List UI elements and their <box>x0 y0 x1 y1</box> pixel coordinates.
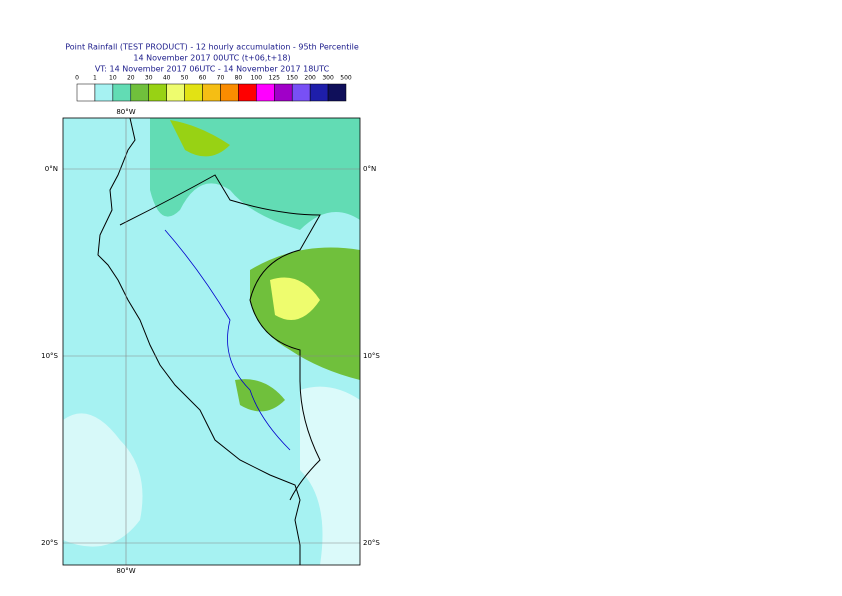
dry-area <box>300 386 360 565</box>
legend-swatch <box>202 83 221 102</box>
map <box>63 118 360 565</box>
title: Point Rainfall (TEST PRODUCT) - 12 hourl… <box>65 43 359 52</box>
legend-tick: 300 <box>322 75 334 82</box>
legend-swatch <box>274 83 293 102</box>
lat-label: 10°S <box>41 352 58 360</box>
lon-label: 80°W <box>116 108 135 116</box>
rain-area <box>270 277 320 320</box>
lat-label: 0°N <box>363 165 376 173</box>
lat-label: 20°S <box>363 539 380 547</box>
legend-tick: 10 <box>109 75 117 82</box>
lat-label: 0°N <box>45 165 58 173</box>
legend-tick: 30 <box>145 75 153 82</box>
map-frame <box>62 117 361 566</box>
legend-tick: 60 <box>199 75 207 82</box>
legend-tick: 125 <box>269 75 281 82</box>
subtitle: VT: 14 November 2017 06UTC - 14 November… <box>95 65 330 74</box>
legend-swatch <box>291 83 311 102</box>
lon-label: 80°W <box>116 567 135 575</box>
dry-area <box>63 413 143 547</box>
legend-swatch <box>220 83 239 102</box>
rain-area <box>170 120 230 157</box>
legend-swatch <box>184 83 203 102</box>
legend-tick: 20 <box>127 75 135 82</box>
legend-tick: 1 <box>93 75 97 82</box>
legend-swatch <box>166 83 185 102</box>
legend-tick: 50 <box>181 75 189 82</box>
legend-tick: 70 <box>217 75 225 82</box>
legend-swatch <box>327 83 347 102</box>
legend-tick: 40 <box>163 75 171 82</box>
coastline <box>97 118 301 565</box>
legend: 0 1 10 20 30 40 50 60 70 80 100 125 150 200 300 500 <box>75 75 352 102</box>
legend-tick: 80 <box>235 75 243 82</box>
legend-swatch <box>309 83 329 102</box>
legend-swatch <box>112 83 132 102</box>
border <box>119 174 321 501</box>
legend-tick: 200 <box>304 75 316 82</box>
legend-swatch <box>148 83 167 102</box>
region-border <box>164 229 291 451</box>
legend-swatch <box>130 83 149 102</box>
lat-label: 10°S <box>363 352 380 360</box>
legend-tick: 500 <box>340 75 352 82</box>
legend-tick: 150 <box>286 75 298 82</box>
legend-tick: 0 <box>75 75 79 82</box>
legend-swatch <box>256 83 275 102</box>
legend-tick: 100 <box>251 75 263 82</box>
legend-swatch <box>76 83 96 102</box>
subtitle: 14 November 2017 00UTC (t+06,t+18) <box>133 54 290 63</box>
legend-swatch <box>94 83 114 102</box>
legend-swatch <box>238 83 257 102</box>
lat-label: 20°S <box>41 539 58 547</box>
